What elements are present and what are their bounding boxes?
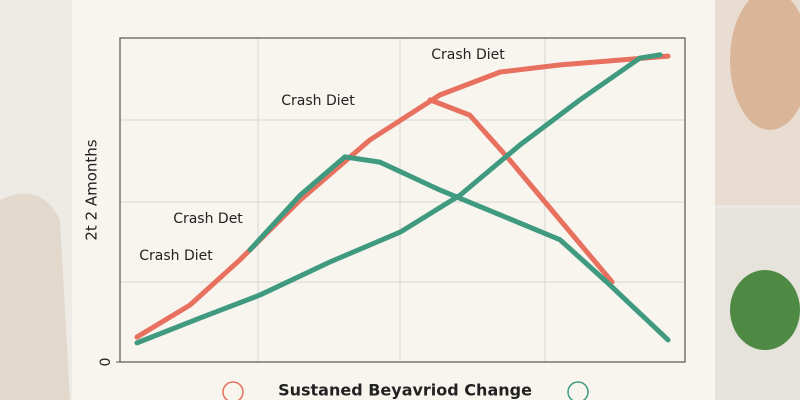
series-line	[247, 154, 671, 343]
annotation: Crash Diet	[139, 248, 213, 264]
series-line	[134, 53, 671, 340]
left-figure	[0, 193, 70, 400]
annotation: Crash Diet	[281, 93, 355, 109]
series-line	[134, 52, 663, 346]
face	[730, 0, 800, 130]
greens	[730, 270, 800, 350]
series-line	[427, 97, 615, 285]
icon	[567, 381, 589, 400]
plot-frame	[119, 37, 686, 363]
x-axis-label: Sustaned Beyavriod Change	[278, 381, 532, 400]
annotation: Crash Det	[173, 211, 243, 227]
icon	[222, 381, 244, 400]
annotation: Crash Diet	[431, 47, 505, 63]
y-tick-label: 0	[98, 358, 114, 367]
chart-panel	[72, 0, 715, 400]
y-axis-label: 2t 2 Amonths	[83, 139, 101, 240]
